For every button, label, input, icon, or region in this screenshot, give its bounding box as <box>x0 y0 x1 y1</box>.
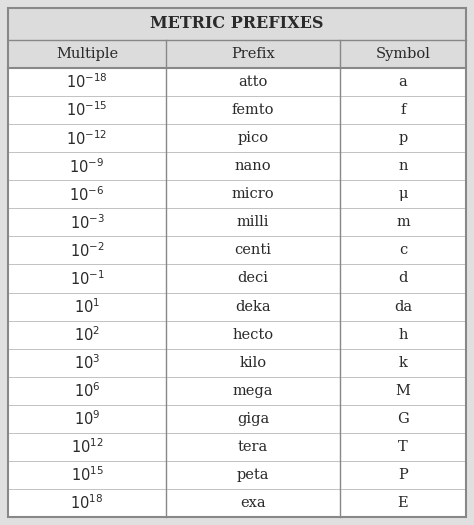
Text: Symbol: Symbol <box>375 47 430 61</box>
Text: femto: femto <box>232 103 274 117</box>
Text: E: E <box>398 496 408 510</box>
Text: p: p <box>399 131 408 145</box>
Text: Multiple: Multiple <box>56 47 118 61</box>
Text: $10^{-12}$: $10^{-12}$ <box>66 129 108 148</box>
Text: deci: deci <box>237 271 269 286</box>
Text: G: G <box>397 412 409 426</box>
Text: m: m <box>396 215 410 229</box>
Text: a: a <box>399 75 407 89</box>
Text: kilo: kilo <box>239 355 266 370</box>
Text: T: T <box>398 440 408 454</box>
Text: $10^{-2}$: $10^{-2}$ <box>70 241 104 260</box>
Bar <box>8 8 466 40</box>
Text: $10^{3}$: $10^{3}$ <box>74 353 100 372</box>
Text: giga: giga <box>237 412 269 426</box>
Text: n: n <box>398 159 408 173</box>
Text: nano: nano <box>235 159 271 173</box>
Text: $10^{9}$: $10^{9}$ <box>74 410 100 428</box>
Text: centi: centi <box>235 244 272 257</box>
Text: $10^{2}$: $10^{2}$ <box>74 326 100 344</box>
Text: d: d <box>398 271 408 286</box>
Text: μ: μ <box>398 187 408 201</box>
Text: $10^{6}$: $10^{6}$ <box>73 381 100 400</box>
Text: f: f <box>401 103 406 117</box>
Text: h: h <box>398 328 408 342</box>
Text: da: da <box>394 300 412 313</box>
Text: METRIC PREFIXES: METRIC PREFIXES <box>150 16 324 33</box>
Text: tera: tera <box>238 440 268 454</box>
Text: pico: pico <box>237 131 269 145</box>
Text: $10^{-1}$: $10^{-1}$ <box>70 269 104 288</box>
Text: P: P <box>398 468 408 482</box>
Text: k: k <box>399 355 408 370</box>
Text: peta: peta <box>237 468 269 482</box>
Bar <box>8 40 466 68</box>
Text: exa: exa <box>240 496 266 510</box>
Text: c: c <box>399 244 407 257</box>
Text: $10^{-3}$: $10^{-3}$ <box>70 213 104 232</box>
Text: $10^{-15}$: $10^{-15}$ <box>66 101 108 120</box>
Text: M: M <box>396 384 410 398</box>
Text: $10^{12}$: $10^{12}$ <box>71 437 103 456</box>
Text: $10^{-18}$: $10^{-18}$ <box>66 72 108 91</box>
Text: Prefix: Prefix <box>231 47 275 61</box>
Text: $10^{18}$: $10^{18}$ <box>71 494 103 512</box>
Text: micro: micro <box>232 187 274 201</box>
Text: $10^{-9}$: $10^{-9}$ <box>70 157 105 175</box>
Text: hecto: hecto <box>232 328 273 342</box>
Text: atto: atto <box>238 75 268 89</box>
Text: $10^{15}$: $10^{15}$ <box>71 466 103 484</box>
Text: deka: deka <box>235 300 271 313</box>
Text: mega: mega <box>233 384 273 398</box>
Text: milli: milli <box>237 215 269 229</box>
Text: $10^{1}$: $10^{1}$ <box>74 297 100 316</box>
Text: $10^{-6}$: $10^{-6}$ <box>69 185 105 204</box>
